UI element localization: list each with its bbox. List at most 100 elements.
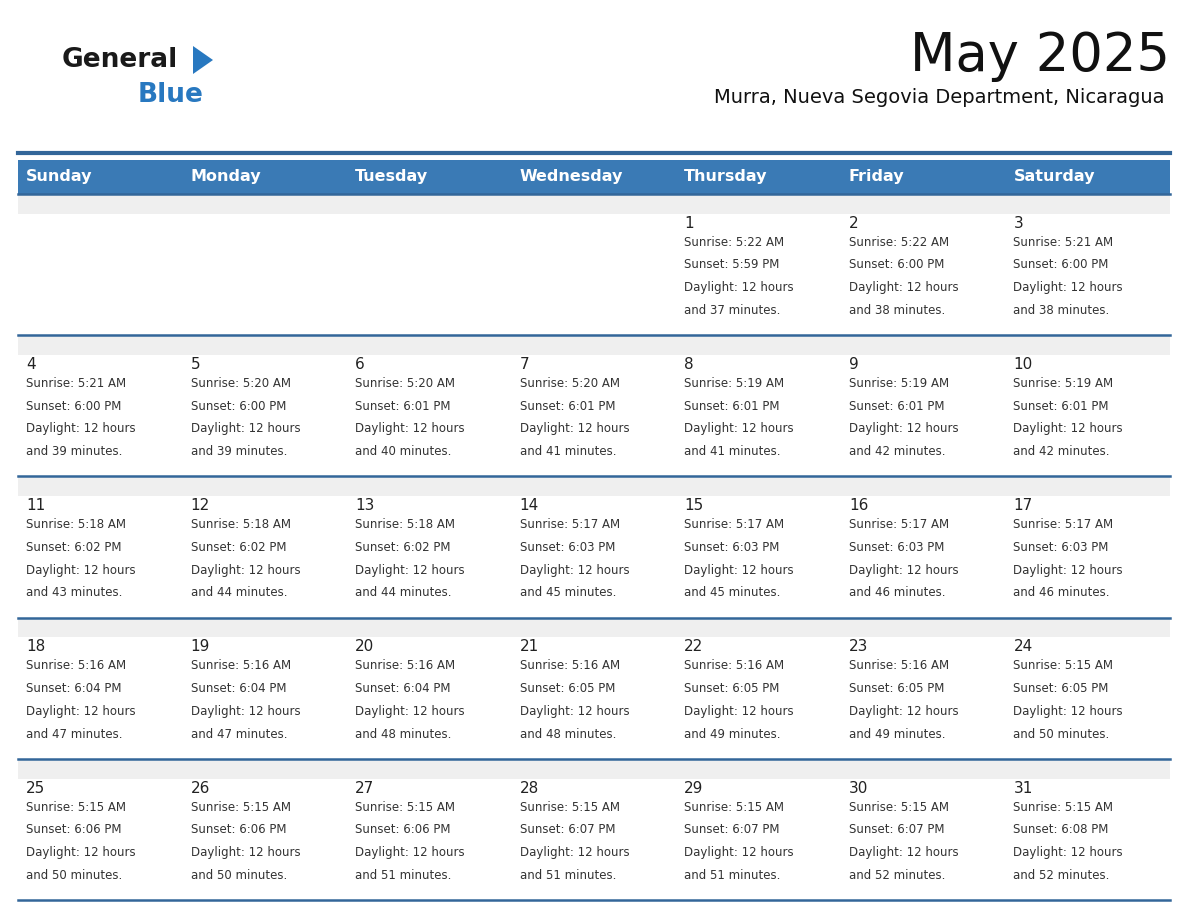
Text: Sunset: 6:03 PM: Sunset: 6:03 PM — [1013, 541, 1108, 554]
Text: Sunrise: 5:16 AM: Sunrise: 5:16 AM — [849, 659, 949, 672]
Text: Daylight: 12 hours: Daylight: 12 hours — [1013, 564, 1123, 577]
Text: Daylight: 12 hours: Daylight: 12 hours — [519, 564, 630, 577]
Text: Sunrise: 5:15 AM: Sunrise: 5:15 AM — [849, 800, 949, 813]
FancyBboxPatch shape — [18, 618, 1170, 759]
FancyBboxPatch shape — [18, 160, 1170, 194]
Text: Sunrise: 5:20 AM: Sunrise: 5:20 AM — [355, 377, 455, 390]
Text: Daylight: 12 hours: Daylight: 12 hours — [1013, 846, 1123, 859]
Text: Sunset: 6:01 PM: Sunset: 6:01 PM — [684, 399, 779, 413]
Text: Sunday: Sunday — [26, 170, 93, 185]
Text: Sunset: 6:02 PM: Sunset: 6:02 PM — [26, 541, 121, 554]
Text: Daylight: 12 hours: Daylight: 12 hours — [26, 564, 135, 577]
Text: May 2025: May 2025 — [910, 30, 1170, 82]
Text: Sunrise: 5:20 AM: Sunrise: 5:20 AM — [519, 377, 620, 390]
Text: and 45 minutes.: and 45 minutes. — [684, 587, 781, 599]
Text: 16: 16 — [849, 498, 868, 513]
Text: Daylight: 12 hours: Daylight: 12 hours — [684, 281, 794, 294]
Text: Blue: Blue — [138, 82, 204, 108]
Text: 8: 8 — [684, 357, 694, 372]
Text: Sunrise: 5:16 AM: Sunrise: 5:16 AM — [684, 659, 784, 672]
Text: Daylight: 12 hours: Daylight: 12 hours — [190, 846, 301, 859]
Text: Wednesday: Wednesday — [519, 170, 623, 185]
Text: Sunrise: 5:18 AM: Sunrise: 5:18 AM — [190, 518, 291, 532]
Text: Sunset: 6:03 PM: Sunset: 6:03 PM — [519, 541, 615, 554]
Text: and 44 minutes.: and 44 minutes. — [190, 587, 287, 599]
Text: Daylight: 12 hours: Daylight: 12 hours — [355, 846, 465, 859]
Text: 17: 17 — [1013, 498, 1032, 513]
Text: Daylight: 12 hours: Daylight: 12 hours — [849, 281, 959, 294]
Text: Sunset: 6:04 PM: Sunset: 6:04 PM — [26, 682, 121, 695]
Polygon shape — [192, 46, 213, 74]
Text: Sunrise: 5:17 AM: Sunrise: 5:17 AM — [1013, 518, 1113, 532]
FancyBboxPatch shape — [18, 476, 1170, 496]
Text: and 41 minutes.: and 41 minutes. — [684, 445, 781, 458]
Text: Sunset: 6:06 PM: Sunset: 6:06 PM — [190, 823, 286, 836]
Text: Sunset: 6:00 PM: Sunset: 6:00 PM — [849, 259, 944, 272]
Text: Sunset: 6:05 PM: Sunset: 6:05 PM — [1013, 682, 1108, 695]
Text: 4: 4 — [26, 357, 36, 372]
Text: Sunrise: 5:17 AM: Sunrise: 5:17 AM — [684, 518, 784, 532]
Text: Sunrise: 5:15 AM: Sunrise: 5:15 AM — [519, 800, 620, 813]
Text: Sunrise: 5:19 AM: Sunrise: 5:19 AM — [684, 377, 784, 390]
Text: Sunrise: 5:15 AM: Sunrise: 5:15 AM — [1013, 800, 1113, 813]
Text: and 39 minutes.: and 39 minutes. — [190, 445, 287, 458]
Text: 13: 13 — [355, 498, 374, 513]
Text: and 46 minutes.: and 46 minutes. — [849, 587, 946, 599]
Text: Sunrise: 5:22 AM: Sunrise: 5:22 AM — [849, 236, 949, 249]
Text: 31: 31 — [1013, 780, 1032, 796]
Text: Sunrise: 5:16 AM: Sunrise: 5:16 AM — [519, 659, 620, 672]
Text: Daylight: 12 hours: Daylight: 12 hours — [190, 705, 301, 718]
Text: and 52 minutes.: and 52 minutes. — [1013, 868, 1110, 881]
Text: and 51 minutes.: and 51 minutes. — [355, 868, 451, 881]
Text: 18: 18 — [26, 639, 45, 655]
Text: and 49 minutes.: and 49 minutes. — [849, 728, 946, 741]
Text: Sunset: 6:05 PM: Sunset: 6:05 PM — [684, 682, 779, 695]
Text: Sunrise: 5:15 AM: Sunrise: 5:15 AM — [1013, 659, 1113, 672]
Text: 9: 9 — [849, 357, 859, 372]
Text: Sunset: 6:03 PM: Sunset: 6:03 PM — [684, 541, 779, 554]
Text: Sunset: 6:07 PM: Sunset: 6:07 PM — [684, 823, 779, 836]
Text: Sunset: 6:06 PM: Sunset: 6:06 PM — [355, 823, 450, 836]
Text: and 43 minutes.: and 43 minutes. — [26, 587, 122, 599]
Text: and 52 minutes.: and 52 minutes. — [849, 868, 946, 881]
Text: 14: 14 — [519, 498, 539, 513]
Text: General: General — [62, 47, 178, 73]
Text: and 37 minutes.: and 37 minutes. — [684, 304, 781, 317]
Text: Daylight: 12 hours: Daylight: 12 hours — [26, 846, 135, 859]
Text: and 51 minutes.: and 51 minutes. — [519, 868, 617, 881]
Text: Sunset: 6:01 PM: Sunset: 6:01 PM — [519, 399, 615, 413]
Text: Daylight: 12 hours: Daylight: 12 hours — [26, 422, 135, 435]
Text: and 50 minutes.: and 50 minutes. — [26, 868, 122, 881]
Text: Daylight: 12 hours: Daylight: 12 hours — [684, 846, 794, 859]
Text: Daylight: 12 hours: Daylight: 12 hours — [849, 705, 959, 718]
Text: and 46 minutes.: and 46 minutes. — [1013, 587, 1110, 599]
Text: 30: 30 — [849, 780, 868, 796]
Text: Sunset: 6:02 PM: Sunset: 6:02 PM — [355, 541, 450, 554]
Text: Daylight: 12 hours: Daylight: 12 hours — [190, 564, 301, 577]
Text: Sunrise: 5:15 AM: Sunrise: 5:15 AM — [26, 800, 126, 813]
FancyBboxPatch shape — [18, 194, 1170, 335]
Text: Sunrise: 5:17 AM: Sunrise: 5:17 AM — [849, 518, 949, 532]
Text: Sunset: 6:07 PM: Sunset: 6:07 PM — [849, 823, 944, 836]
Text: Sunset: 6:08 PM: Sunset: 6:08 PM — [1013, 823, 1108, 836]
Text: Daylight: 12 hours: Daylight: 12 hours — [1013, 281, 1123, 294]
Text: 1: 1 — [684, 216, 694, 230]
Text: Saturday: Saturday — [1013, 170, 1095, 185]
Text: Sunrise: 5:21 AM: Sunrise: 5:21 AM — [1013, 236, 1113, 249]
Text: and 45 minutes.: and 45 minutes. — [519, 587, 617, 599]
FancyBboxPatch shape — [18, 335, 1170, 476]
Text: Thursday: Thursday — [684, 170, 767, 185]
Text: 6: 6 — [355, 357, 365, 372]
FancyBboxPatch shape — [18, 759, 1170, 778]
Text: 20: 20 — [355, 639, 374, 655]
Text: Daylight: 12 hours: Daylight: 12 hours — [355, 705, 465, 718]
Text: Sunrise: 5:15 AM: Sunrise: 5:15 AM — [190, 800, 291, 813]
Text: Sunset: 6:04 PM: Sunset: 6:04 PM — [190, 682, 286, 695]
Text: and 42 minutes.: and 42 minutes. — [849, 445, 946, 458]
Text: Sunset: 6:04 PM: Sunset: 6:04 PM — [355, 682, 450, 695]
Text: 28: 28 — [519, 780, 539, 796]
FancyBboxPatch shape — [18, 194, 1170, 214]
FancyBboxPatch shape — [18, 759, 1170, 900]
Text: Daylight: 12 hours: Daylight: 12 hours — [355, 564, 465, 577]
Text: and 50 minutes.: and 50 minutes. — [1013, 728, 1110, 741]
